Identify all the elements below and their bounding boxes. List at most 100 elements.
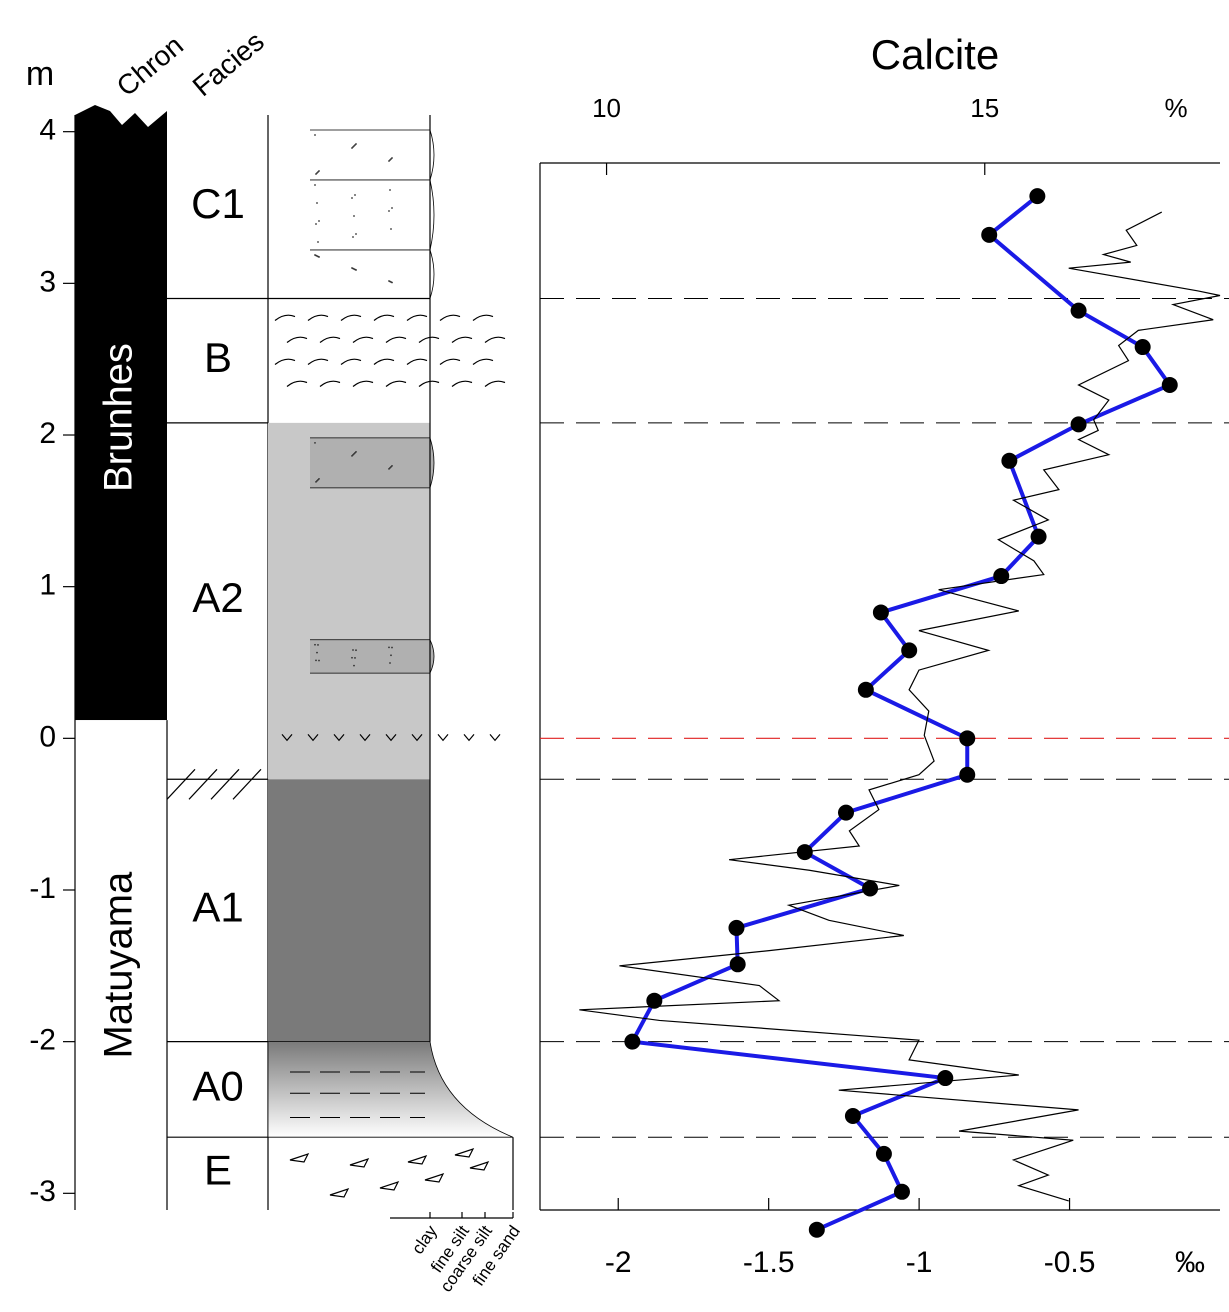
- sand-bed: [310, 129, 435, 181]
- x-tick-label: -1.5: [743, 1246, 795, 1279]
- sand-dot: [318, 659, 320, 662]
- sand-dot: [316, 202, 318, 204]
- gravel: [469, 1160, 490, 1171]
- silt-lamina: [418, 336, 440, 343]
- facies-name: E: [204, 1147, 232, 1194]
- facies-name: A1: [192, 884, 243, 931]
- isotope-point: [1134, 339, 1151, 356]
- lithology-a1: [268, 779, 430, 1042]
- sand-bed: [310, 437, 435, 489]
- chron-block: [75, 105, 167, 721]
- sand-dot: [352, 649, 354, 651]
- sand-dot: [317, 644, 319, 646]
- sand-bed: [310, 249, 435, 299]
- sand-bed: [310, 639, 435, 674]
- sand-dot: [355, 143, 357, 145]
- isotope-point: [1070, 302, 1087, 319]
- isotope-point: [862, 880, 879, 897]
- y-tick-label: -2: [29, 1024, 56, 1057]
- hatch: [188, 768, 218, 800]
- silt-lamina: [274, 314, 296, 321]
- sand-bed: [310, 179, 435, 251]
- y-tick-label: 1: [39, 569, 56, 602]
- sand-dot: [314, 184, 316, 186]
- sand-dot: [388, 210, 390, 212]
- gravel: [289, 1152, 310, 1163]
- unconformity: [463, 733, 475, 742]
- sand-dot: [390, 654, 392, 657]
- sand-dot: [351, 656, 353, 659]
- sand-dot: [315, 659, 317, 662]
- sand-dot: [317, 241, 319, 243]
- sand-dot: [391, 281, 393, 284]
- x-tick-label: -0.5: [1044, 1246, 1096, 1279]
- silt-lamina: [319, 380, 341, 387]
- lithology-a0: [267, 1041, 514, 1138]
- y-tick-label: 0: [39, 720, 56, 753]
- isotope-point: [844, 1107, 861, 1124]
- silt-lamina: [484, 380, 506, 387]
- isotope-point: [959, 766, 976, 783]
- sand-dot: [315, 223, 317, 225]
- x2-tick-label: 15: [970, 93, 999, 123]
- silt-lamina: [286, 336, 308, 343]
- facies-name: A0: [192, 1063, 243, 1110]
- x2-unit: %: [1164, 93, 1187, 123]
- silt-lamina: [286, 380, 308, 387]
- sand-dot: [352, 236, 354, 238]
- isotope-point: [1001, 452, 1018, 469]
- silt-lamina: [274, 358, 296, 365]
- silt-lamina: [484, 336, 506, 343]
- gravel: [424, 1172, 445, 1183]
- silt-lamina: [340, 358, 362, 365]
- sand-dot: [351, 197, 353, 199]
- unconformity: [359, 733, 371, 742]
- silt-lamina: [385, 336, 407, 343]
- sand-dot: [391, 157, 393, 159]
- x-tick-label: -2: [605, 1246, 632, 1279]
- sand-dot: [354, 657, 356, 659]
- sand-dot: [318, 256, 320, 258]
- sand-dot: [354, 194, 356, 196]
- sand-dot: [389, 189, 391, 191]
- y-tick-label: 4: [39, 114, 56, 147]
- facies-name: C1: [191, 180, 245, 227]
- depth-label: m: [26, 55, 54, 93]
- silt-lamina: [406, 358, 428, 365]
- gravel: [349, 1157, 370, 1168]
- sand-dot: [353, 664, 355, 667]
- isotope-point: [937, 1070, 954, 1087]
- unconformity: [281, 733, 293, 742]
- silt-lamina: [472, 314, 494, 321]
- isotope-point: [1161, 376, 1178, 393]
- hatch: [210, 768, 240, 800]
- silt-lamina: [418, 380, 440, 387]
- sand-dot: [318, 220, 320, 222]
- isotope-point: [624, 1033, 641, 1050]
- silt-lamina: [472, 358, 494, 365]
- x-unit: ‰: [1175, 1246, 1205, 1279]
- isotope-point: [901, 642, 918, 659]
- x-tick-label: -1: [906, 1246, 933, 1279]
- silt-lamina: [352, 380, 374, 387]
- hatch: [166, 768, 196, 800]
- sand-dot: [391, 646, 393, 649]
- sand-dot: [355, 269, 357, 271]
- facies-name: B: [204, 334, 232, 381]
- sand-dot: [353, 215, 355, 217]
- isotope-point: [1030, 528, 1047, 545]
- unconformity: [307, 733, 319, 742]
- isotope-point: [646, 992, 663, 1009]
- silt-lamina: [373, 314, 395, 321]
- sand-dot: [314, 441, 316, 444]
- silt-lamina: [406, 314, 428, 321]
- isotope-point: [729, 956, 746, 973]
- silt-lamina: [451, 380, 473, 387]
- sand-dot: [391, 464, 393, 467]
- unconformity: [437, 733, 449, 742]
- isotope-point: [981, 226, 998, 243]
- silt-lamina: [307, 358, 329, 365]
- chron-label: Chron: [111, 29, 189, 102]
- silt-lamina: [319, 336, 341, 343]
